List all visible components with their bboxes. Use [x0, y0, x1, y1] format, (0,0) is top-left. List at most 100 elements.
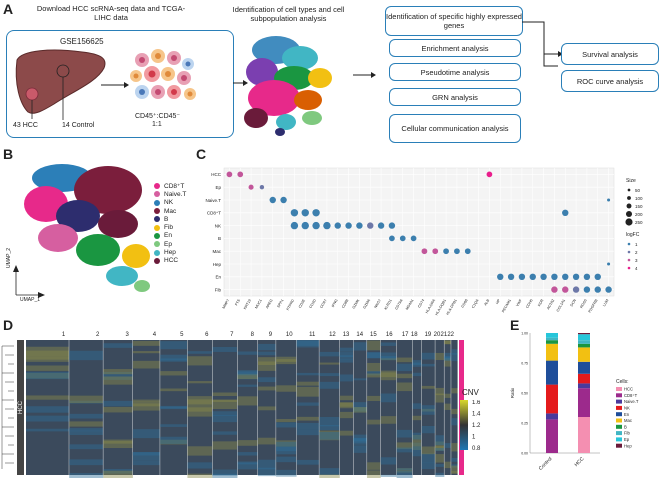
- chromosome-block-11: [296, 340, 320, 475]
- chromosome-block-5: [160, 340, 188, 475]
- cnv-streak: [339, 355, 354, 360]
- cnv-streak: [296, 340, 320, 346]
- cnv-streak: [257, 343, 277, 351]
- cnv-streak: [396, 470, 413, 478]
- cnv-streak: [421, 408, 436, 412]
- chromosome-bg: [380, 340, 397, 475]
- row-label: Hep: [213, 262, 222, 267]
- cnv-streak: [212, 431, 238, 435]
- cnv-streak: [396, 468, 413, 473]
- cnv-streak: [380, 393, 397, 403]
- chromosome-block-13: [339, 340, 354, 475]
- cells-legend-label: Hep: [624, 443, 632, 448]
- cnv-streak: [412, 435, 422, 442]
- cnv-streak: [380, 370, 397, 378]
- gene-label: HP: [495, 298, 501, 305]
- cnv-streak: [257, 437, 277, 445]
- cnv-streak: [339, 347, 354, 352]
- cnv-streak: [187, 407, 213, 417]
- legend-swatch: [154, 208, 160, 215]
- cnv-streak: [276, 422, 297, 428]
- bar-Control-NK: [546, 384, 558, 414]
- legend-item-6: En: [154, 232, 186, 240]
- ratio-tick: 1.00: [521, 332, 528, 336]
- chromosome-bg: [103, 340, 133, 475]
- cnv-streak: [69, 400, 104, 404]
- gene-label: PDGFRB: [588, 298, 599, 313]
- bar-HCC-NK: [578, 373, 590, 384]
- cnv-streak: [339, 359, 354, 363]
- cnv-streak: [444, 461, 452, 469]
- color-legend-dot: [627, 242, 631, 246]
- dot-Fib-LUM: [605, 286, 612, 293]
- cnv-streak: [296, 386, 320, 397]
- cnv-streak: [353, 445, 368, 453]
- cnv-streak: [237, 461, 258, 465]
- connector-to-outcomes: [522, 21, 563, 67]
- cnv-streak: [132, 340, 161, 346]
- dot-Mac-CD74: [421, 248, 428, 255]
- cnv-streak: [451, 408, 458, 415]
- gene-label: ALB: [483, 298, 490, 306]
- chromosome-label: 15: [370, 332, 377, 338]
- size-legend-dot: [625, 218, 633, 226]
- legend-label: Ep: [164, 240, 172, 248]
- dot-CD8⁺T-COL1A1: [562, 209, 569, 216]
- cnv-streak: [212, 392, 238, 396]
- outcome-box-survival: Survival analysis: [561, 43, 659, 65]
- row-label: Fib: [215, 287, 222, 292]
- liver-tumor-site: [25, 87, 39, 101]
- cnv-streak: [69, 444, 104, 450]
- gene-label: KDR: [537, 298, 544, 307]
- gene-label: RGS5: [579, 299, 587, 309]
- hcc-count: 43 HCC: [13, 122, 38, 129]
- chromosome-bg: [212, 340, 238, 475]
- chromosome-bg: [187, 340, 213, 475]
- cnv-streak: [412, 442, 422, 447]
- cnv-streak: [187, 396, 213, 403]
- cnv-streak: [353, 434, 368, 443]
- chromosome-bg: [435, 340, 445, 475]
- chromosome-bg: [319, 340, 340, 475]
- chromosome-bg: [132, 340, 161, 475]
- cnv-streak: [367, 419, 381, 425]
- cnv-streak: [451, 443, 458, 452]
- bar-Control-Fib: [546, 337, 558, 341]
- cnv-streak: [367, 362, 381, 372]
- legend-label: Hep: [164, 249, 176, 257]
- bar-HCC-Hep: [578, 333, 590, 335]
- cnv-streak: [367, 352, 381, 359]
- cnv-streak: [257, 386, 277, 391]
- chromosome-label: 6: [205, 332, 209, 338]
- dot-En-DCN: [572, 273, 580, 280]
- legend-item-5: Fib: [154, 223, 186, 231]
- gene-label: ACTA2: [546, 299, 555, 311]
- cnv-streak: [444, 403, 452, 410]
- chromosome-block-1: [26, 340, 70, 475]
- cnv-streak: [237, 462, 258, 470]
- umap-overview: [244, 36, 332, 136]
- chromosome-block-17: [396, 340, 413, 478]
- umap-y-label: UMAP_2: [6, 247, 12, 268]
- gene-label: COL1A1: [556, 299, 566, 313]
- cnv-streak: [396, 442, 413, 450]
- outcome-box-roc: ROC curve analysis: [561, 70, 659, 92]
- cells-legend-label: Naive.T: [624, 399, 639, 404]
- cnv-streak: [451, 471, 458, 474]
- cnv-streak: [257, 467, 277, 477]
- cnv-streak: [69, 473, 104, 478]
- cnv-streak: [237, 373, 258, 380]
- cnv-streak: [339, 402, 354, 407]
- cnv-streak: [276, 359, 297, 365]
- gene-label: CCR7: [319, 299, 327, 309]
- cnv-streak: [187, 462, 213, 469]
- cnv-streak: [451, 349, 458, 355]
- gene-label: HLA-DRA: [425, 298, 437, 314]
- cnv-streak: [319, 425, 340, 431]
- ratio-tick: 0.50: [521, 392, 528, 396]
- cnv-streak: [257, 377, 277, 383]
- dot-CD8⁺T-CD3E: [301, 209, 309, 217]
- bar-HCC-HCC: [578, 417, 590, 453]
- chromosome-label: 16: [386, 332, 393, 338]
- chromosome-block-3: [103, 340, 133, 478]
